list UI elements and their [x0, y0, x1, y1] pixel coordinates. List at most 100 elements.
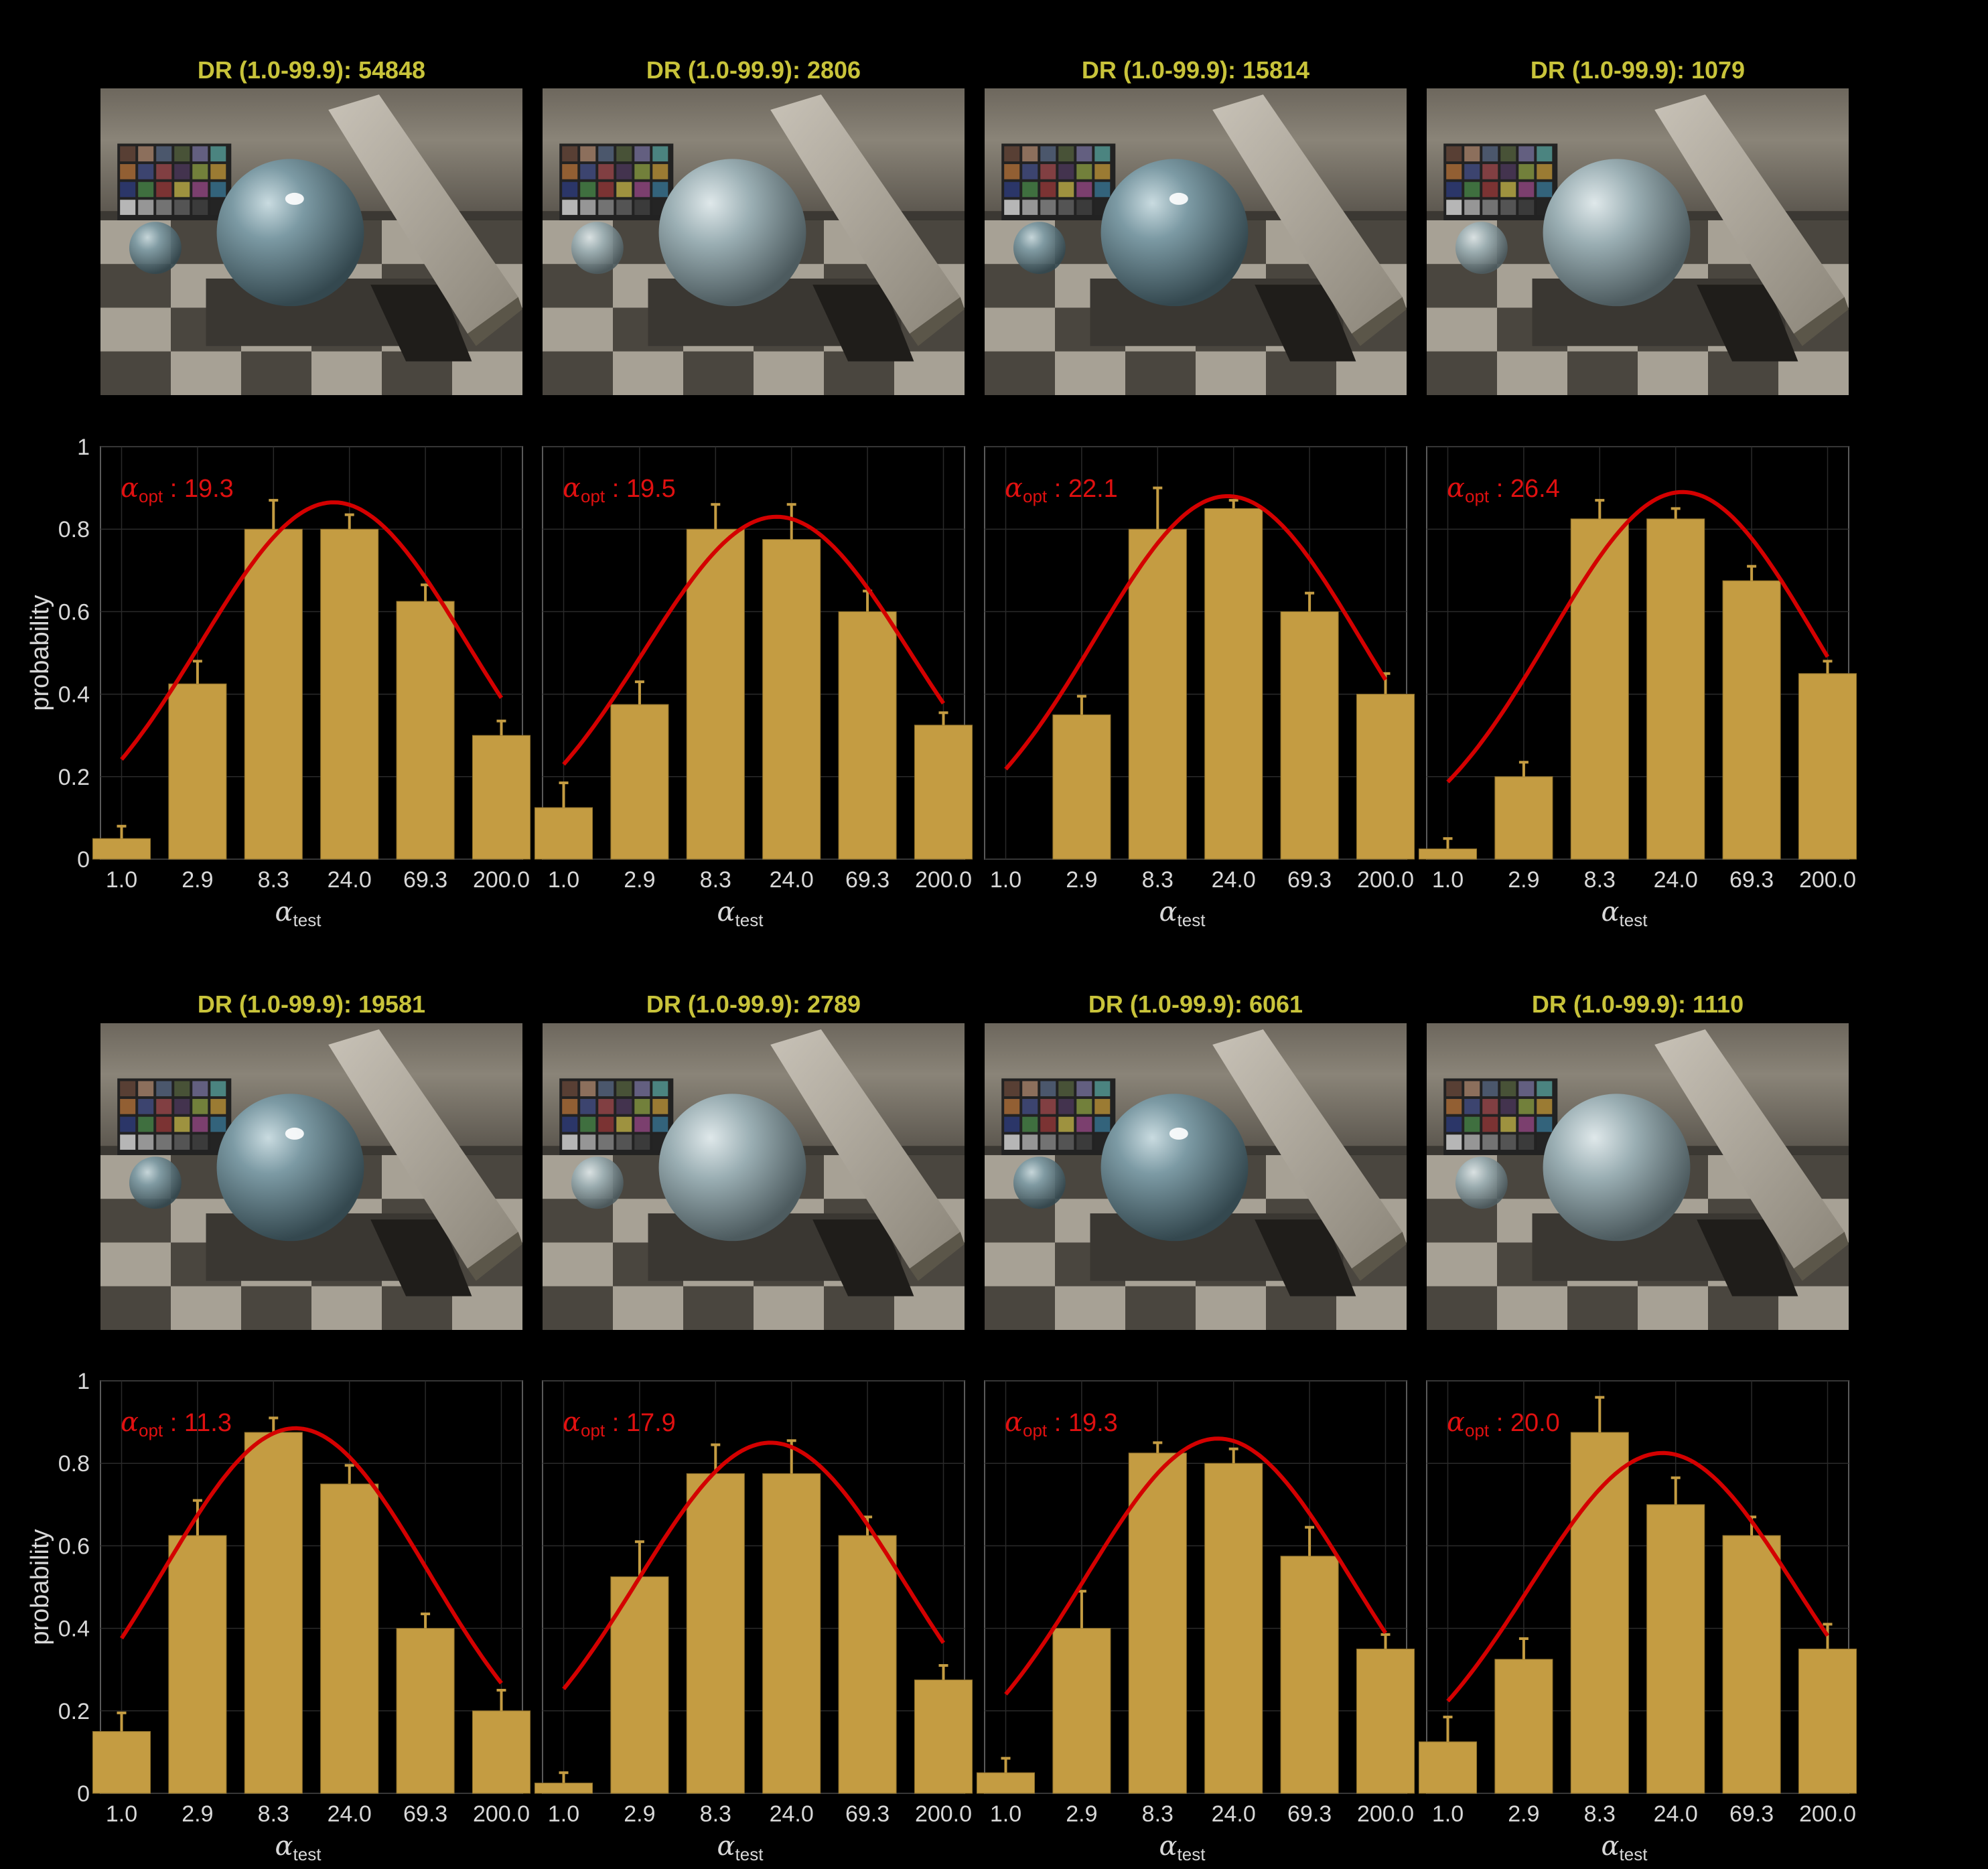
render-color-patch [1482, 1099, 1498, 1114]
fit-curve [1004, 1436, 1388, 1696]
x-tick-label: 24.0 [1212, 867, 1256, 893]
dynamic-range-title: DR (1.0-99.9): 2806 [646, 56, 861, 84]
render-color-patch [1518, 1099, 1535, 1114]
render-large-sphere [658, 1094, 806, 1242]
bar-8.3 [1128, 1452, 1187, 1794]
bar-69.3 [1722, 580, 1781, 860]
y-tick-label: 0.4 [58, 1617, 90, 1642]
render-color-patch [1022, 1134, 1038, 1150]
render-color-patch [1004, 1099, 1020, 1114]
render-color-patch [652, 164, 668, 179]
render-small-sphere [571, 222, 624, 275]
render-color-patch [1040, 164, 1056, 179]
rendered-scene-image [1427, 1023, 1849, 1330]
render-small-sphere [571, 1156, 624, 1209]
render-color-patch [1537, 164, 1553, 179]
render-floor-tile [1055, 351, 1125, 395]
render-color-patch [1004, 200, 1020, 215]
bar-2.9 [1494, 776, 1553, 860]
render-color-patch [138, 1099, 154, 1114]
render-color-patch [634, 200, 650, 215]
render-floor-tile [100, 1242, 171, 1286]
x-tick-label: 24.0 [1654, 1801, 1698, 1827]
render-color-patch [652, 1116, 668, 1132]
x-tick-label: 2.9 [1066, 1801, 1097, 1827]
render-color-patch [1004, 1134, 1020, 1150]
render-color-patch [1482, 200, 1498, 215]
x-tick-label: 69.3 [845, 1801, 890, 1827]
bar-24.0 [1646, 518, 1705, 860]
panel-7: DR (1.0-99.9): 6061 1.0 2.9 8.3 24.0 69.3 200.… [976, 990, 1415, 1864]
x-axis-label: αtest [1602, 897, 1648, 930]
render-color-patch [1022, 1081, 1038, 1097]
x-tick-label: 200.0 [1799, 1801, 1856, 1827]
fit-curve [119, 1426, 503, 1685]
panel-3: DR (1.0-99.9): 15814 1.0 2.9 8.3 24.0 69.3 200… [984, 56, 1415, 930]
y-tick-label: 0 [77, 847, 90, 873]
render-color-patch [1518, 146, 1535, 162]
y-tick-label: 0.2 [58, 1699, 90, 1724]
render-floor-tile [1638, 1286, 1708, 1330]
render-color-patch [192, 181, 208, 198]
x-tick-label: 8.3 [1584, 867, 1616, 893]
dynamic-range-title: DR (1.0-99.9): 15814 [1082, 56, 1309, 84]
render-large-sphere [216, 159, 364, 307]
render-color-patch [1058, 1116, 1074, 1132]
render-slab-edge [1352, 1231, 1407, 1281]
render-color-patch [1537, 146, 1553, 162]
render-color-patch [598, 164, 614, 179]
x-tick-label: 8.3 [1142, 867, 1174, 893]
render-color-patch [1518, 200, 1535, 215]
render-color-patch [138, 1134, 154, 1150]
render-color-patch [210, 1081, 226, 1097]
bar-2.9 [1494, 1659, 1553, 1794]
x-tick-label: 24.0 [770, 1801, 814, 1827]
x-tick-label: 2.9 [624, 867, 655, 893]
x-tick-label: 2.9 [182, 867, 213, 893]
x-tick-label: 2.9 [182, 1801, 213, 1827]
render-color-patch [174, 1099, 190, 1114]
render-slab-edge [1794, 1231, 1849, 1281]
render-color-patch [120, 1081, 136, 1097]
x-tick-label: 2.9 [1508, 1801, 1539, 1827]
render-color-patch [598, 1081, 614, 1097]
render-slab [1654, 94, 1845, 334]
render-color-patch [562, 1081, 578, 1097]
dynamic-range-title: DR (1.0-99.9): 54848 [198, 56, 425, 84]
render-color-patch [1500, 1099, 1516, 1114]
render-color-patch [598, 181, 614, 198]
render-color-patch [1040, 181, 1056, 198]
render-color-patch [120, 146, 136, 162]
x-tick-label: 8.3 [700, 1801, 731, 1827]
render-floor-tile [100, 307, 171, 352]
bar-8.3 [1128, 528, 1187, 860]
bar-24.0 [1204, 508, 1263, 860]
x-tick-label: 24.0 [1212, 1801, 1256, 1827]
render-color-patch [1446, 200, 1462, 215]
x-axis-label: αtest [1159, 897, 1206, 930]
render-slab [328, 1029, 518, 1269]
render-color-patch [598, 1099, 614, 1114]
x-tick-label: 24.0 [1654, 867, 1698, 893]
plot-area [542, 1380, 965, 1794]
x-tick-label: 69.3 [403, 1801, 447, 1827]
render-color-patch [1022, 200, 1038, 215]
alpha-opt-annotation: αopt : 19.3 [1005, 1407, 1118, 1440]
render-color-patch [616, 1099, 632, 1114]
render-floor-tile [754, 1286, 824, 1330]
x-tick-label: 200.0 [1799, 867, 1856, 893]
bar-2.9 [168, 1535, 227, 1794]
render-color-patch [1022, 146, 1038, 162]
rendered-scene-image [985, 88, 1407, 395]
render-color-patch [634, 146, 650, 162]
x-tick-label: 69.3 [1729, 867, 1774, 893]
plot-area [100, 1380, 523, 1794]
panel-1: DR (1.0-99.9): 54848 1.0 2.9 8.3 24.0 69.3 200… [26, 56, 531, 930]
render-color-patch [1482, 1081, 1498, 1097]
x-tick-label: 1.0 [1432, 867, 1464, 893]
render-slab-edge [1352, 297, 1407, 346]
render-color-patch [156, 200, 172, 215]
render-floor-tile [754, 351, 824, 395]
x-axis-label: αtest [1159, 1831, 1206, 1864]
